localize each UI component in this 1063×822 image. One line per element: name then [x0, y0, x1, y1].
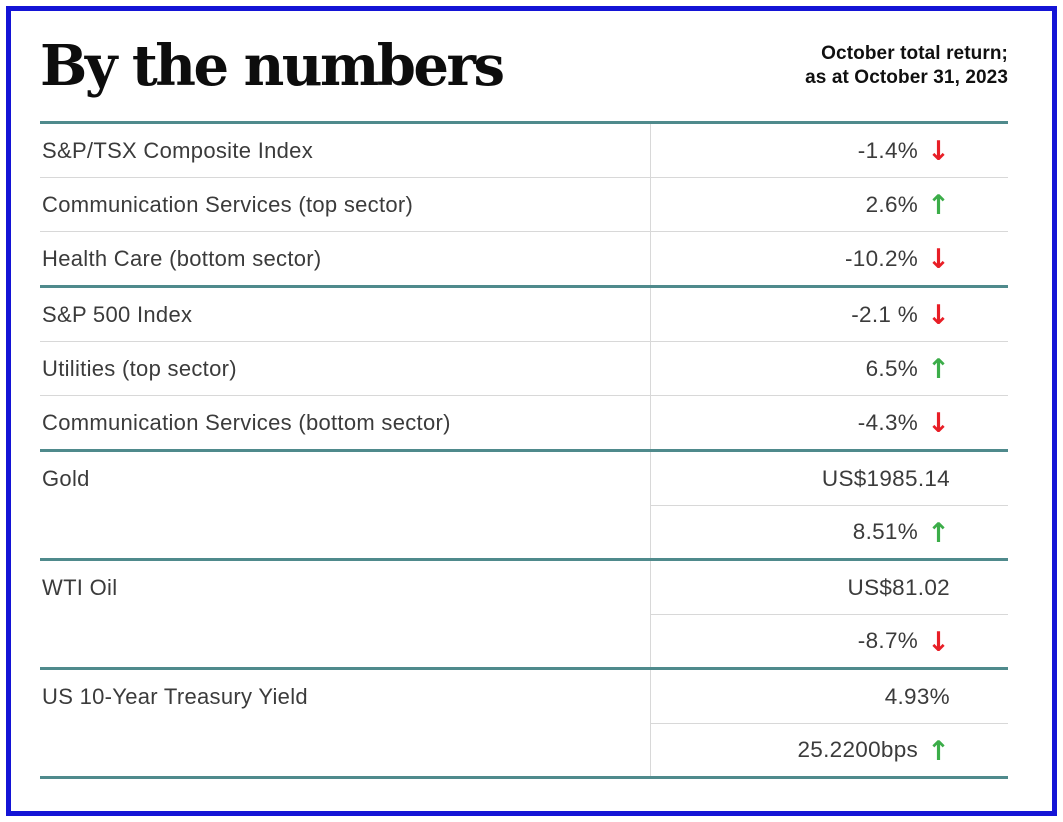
row-label: S&P/TSX Composite Index	[42, 137, 314, 163]
value-text: -10.2%	[844, 245, 919, 271]
row-value: 8.51% ↑	[650, 505, 1008, 558]
row-value: 4.93%	[650, 670, 1008, 723]
subtitle-line-1: October total return;	[821, 42, 1008, 64]
table-section: S&P/TSX Composite Index -1.4% ↓ Communicati…	[40, 124, 1008, 288]
row-value: 2.6% ↑	[650, 178, 1008, 231]
value-text: -4.3%	[857, 409, 919, 435]
row-label: Utilities (top sector)	[42, 355, 237, 381]
table-row: Health Care (bottom sector) -10.2% ↓	[40, 231, 1008, 285]
table-row: S&P 500 Index -2.1 % ↓	[40, 288, 1008, 341]
row-value: US$81.02	[650, 561, 1008, 614]
up-arrow-icon: ↑	[927, 354, 950, 385]
down-arrow-icon: ↓	[927, 300, 950, 331]
row-label	[40, 723, 650, 776]
value-text: -8.7%	[857, 628, 919, 653]
summary-table: S&P/TSX Composite Index -1.4% ↓ Communicati…	[40, 121, 1008, 779]
row-value: -1.4% ↓	[650, 124, 1008, 177]
row-value: 25.2200bps ↑	[650, 723, 1008, 776]
table-section: US 10-Year Treasury Yield 4.93% 25.2200bps…	[40, 670, 1008, 779]
row-label: S&P 500 Index	[42, 301, 193, 327]
table-row: -8.7% ↓	[40, 614, 1008, 667]
down-arrow-icon: ↓	[927, 626, 950, 658]
row-label	[40, 505, 650, 558]
row-value: -10.2% ↓	[650, 232, 1008, 285]
table-section: WTI Oil US$81.02 -8.7% ↓	[40, 561, 1008, 670]
value-text: 4.93%	[884, 683, 950, 709]
value-text: 25.2200bps	[797, 737, 919, 762]
table-row: S&P/TSX Composite Index -1.4% ↓	[40, 124, 1008, 177]
subtitle-line-2: as at October 31, 2023	[805, 67, 1008, 88]
value-text: 8.51%	[852, 519, 919, 544]
row-value: -2.1 % ↓	[650, 288, 1008, 341]
up-arrow-icon: ↑	[927, 190, 950, 221]
value-text: US$1985.14	[821, 465, 950, 491]
table-row: WTI Oil US$81.02	[40, 561, 1008, 614]
table-row: Communication Services (top sector) 2.6% ↑	[40, 177, 1008, 231]
table-section: S&P 500 Index -2.1 % ↓ Utilities (top secto…	[40, 288, 1008, 452]
table-row: Communication Services (bottom sector) -4…	[40, 395, 1008, 449]
value-text: 6.5%	[865, 355, 919, 381]
row-label: Communication Services (bottom sector)	[42, 409, 451, 435]
down-arrow-icon: ↓	[927, 408, 950, 439]
page-title: By the numbers	[40, 33, 505, 99]
table-row: 25.2200bps ↑	[40, 723, 1008, 776]
row-value: -4.3% ↓	[650, 396, 1008, 449]
down-arrow-icon: ↓	[927, 136, 950, 167]
value-text: US$81.02	[847, 574, 950, 600]
value-text: -2.1 %	[851, 301, 919, 327]
table-row: 8.51% ↑	[40, 505, 1008, 558]
row-label: Health Care (bottom sector)	[42, 245, 322, 271]
row-label: Gold	[42, 465, 90, 491]
header: By the numbers October total return; as …	[40, 11, 1008, 121]
up-arrow-icon: ↑	[927, 735, 950, 767]
value-text: 2.6%	[865, 191, 919, 217]
up-arrow-icon: ↑	[927, 517, 950, 549]
table-section: Gold US$1985.14 8.51% ↑	[40, 452, 1008, 561]
table-row: US 10-Year Treasury Yield 4.93%	[40, 670, 1008, 723]
header-subtitle: October total return; as at October 31, …	[805, 42, 1008, 91]
table-row: Gold US$1985.14	[40, 452, 1008, 505]
row-value: -8.7% ↓	[650, 614, 1008, 667]
table-row: Utilities (top sector) 6.5% ↑	[40, 341, 1008, 395]
blue-border-frame: By the numbers October total return; as …	[6, 6, 1057, 816]
row-label: US 10-Year Treasury Yield	[42, 683, 308, 709]
row-value: 6.5% ↑	[650, 342, 1008, 395]
row-label: Communication Services (top sector)	[42, 191, 414, 217]
row-label	[40, 614, 650, 667]
row-value: US$1985.14	[650, 452, 1008, 505]
value-text: -1.4%	[857, 137, 919, 163]
row-label: WTI Oil	[42, 574, 118, 600]
down-arrow-icon: ↓	[927, 244, 950, 275]
